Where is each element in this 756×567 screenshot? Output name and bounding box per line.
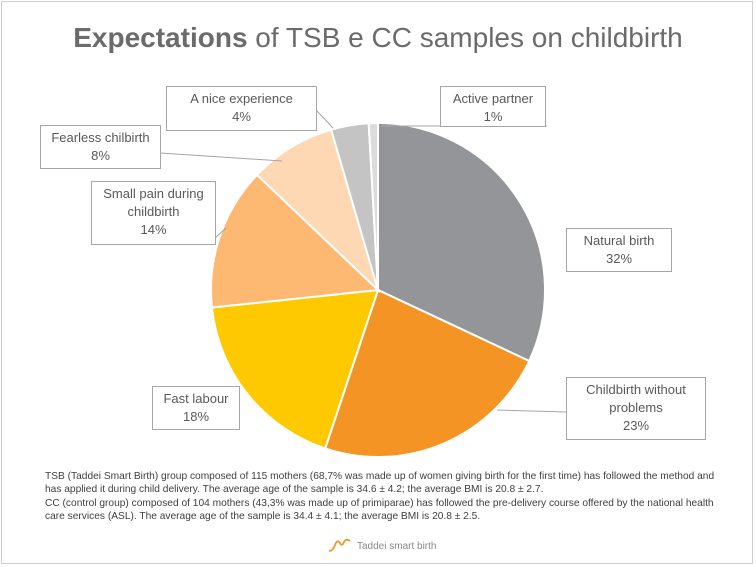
- pie-slice-fast-labour: [210, 288, 380, 450]
- callout-fast-labour: Fast labour 18%: [152, 386, 240, 430]
- callout-nice-experience: A nice experience 4%: [166, 86, 317, 131]
- chart-title: Expectations of TSB e CC samples on chil…: [0, 22, 756, 54]
- callout-fearless-label: Fearless chilbirth: [51, 130, 150, 145]
- callout-nice-label: A nice experience: [190, 91, 293, 106]
- callout-small-pain-label1: Small pain during: [103, 186, 204, 201]
- callout-natural-pct: 32%: [605, 251, 633, 266]
- pie-slice-small-pain-during-childbirth: [210, 173, 381, 309]
- callout-fearless: Fearless chilbirth 8%: [40, 125, 161, 169]
- title-rest: of TSB e CC samples on childbirth: [247, 22, 683, 53]
- callout-small-pain-pct: 14%: [140, 222, 167, 237]
- callout-without-problems-pct: 23%: [622, 418, 650, 433]
- callout-small-pain: Small pain during childbirth 14%: [91, 181, 216, 245]
- pie-slice-childbirth-without-problems: [323, 288, 531, 458]
- pie-slice-active-partner: [367, 121, 379, 291]
- callout-active-partner: Active partner 1%: [440, 86, 546, 127]
- title-bold: Expectations: [73, 22, 248, 53]
- sample-description: TSB (Taddei Smart Birth) group composed …: [45, 470, 725, 524]
- callout-without-problems: Childbirth without problems 23%: [566, 377, 706, 440]
- leader-without-problems: [496, 409, 568, 413]
- leader-small-pain: [214, 227, 227, 239]
- note-tsb: TSB (Taddei Smart Birth) group composed …: [45, 471, 715, 496]
- leader-nice: [315, 109, 334, 129]
- callout-without-problems-label2: problems: [609, 400, 663, 415]
- leader-fearless: [159, 152, 283, 162]
- pie-slices: [210, 121, 546, 458]
- callout-without-problems-label1: Childbirth without: [586, 382, 686, 397]
- callout-natural-birth: Natural birth 32%: [566, 228, 672, 272]
- callout-active-pct: 1%: [483, 109, 503, 124]
- callout-natural-label: Natural birth: [583, 233, 655, 248]
- note-cc: CC (control group) composed of 104 mothe…: [45, 497, 714, 523]
- pie-slice-natural-birth: [377, 121, 546, 363]
- callout-fast-pct: 18%: [182, 409, 210, 424]
- callout-fearless-pct: 8%: [91, 148, 110, 163]
- logo-text: Taddei smart birth: [357, 540, 437, 552]
- callout-fast-label: Fast labour: [163, 391, 229, 406]
- brand-logo: Taddei smart birth: [328, 536, 436, 556]
- wave-logo-icon: [328, 538, 351, 552]
- callout-small-pain-label2: childbirth: [127, 204, 180, 219]
- callout-active-label: Active partner: [452, 91, 534, 106]
- callout-nice-pct: 4%: [232, 109, 251, 124]
- pie-slice-fearless-chilbirth: [255, 128, 381, 294]
